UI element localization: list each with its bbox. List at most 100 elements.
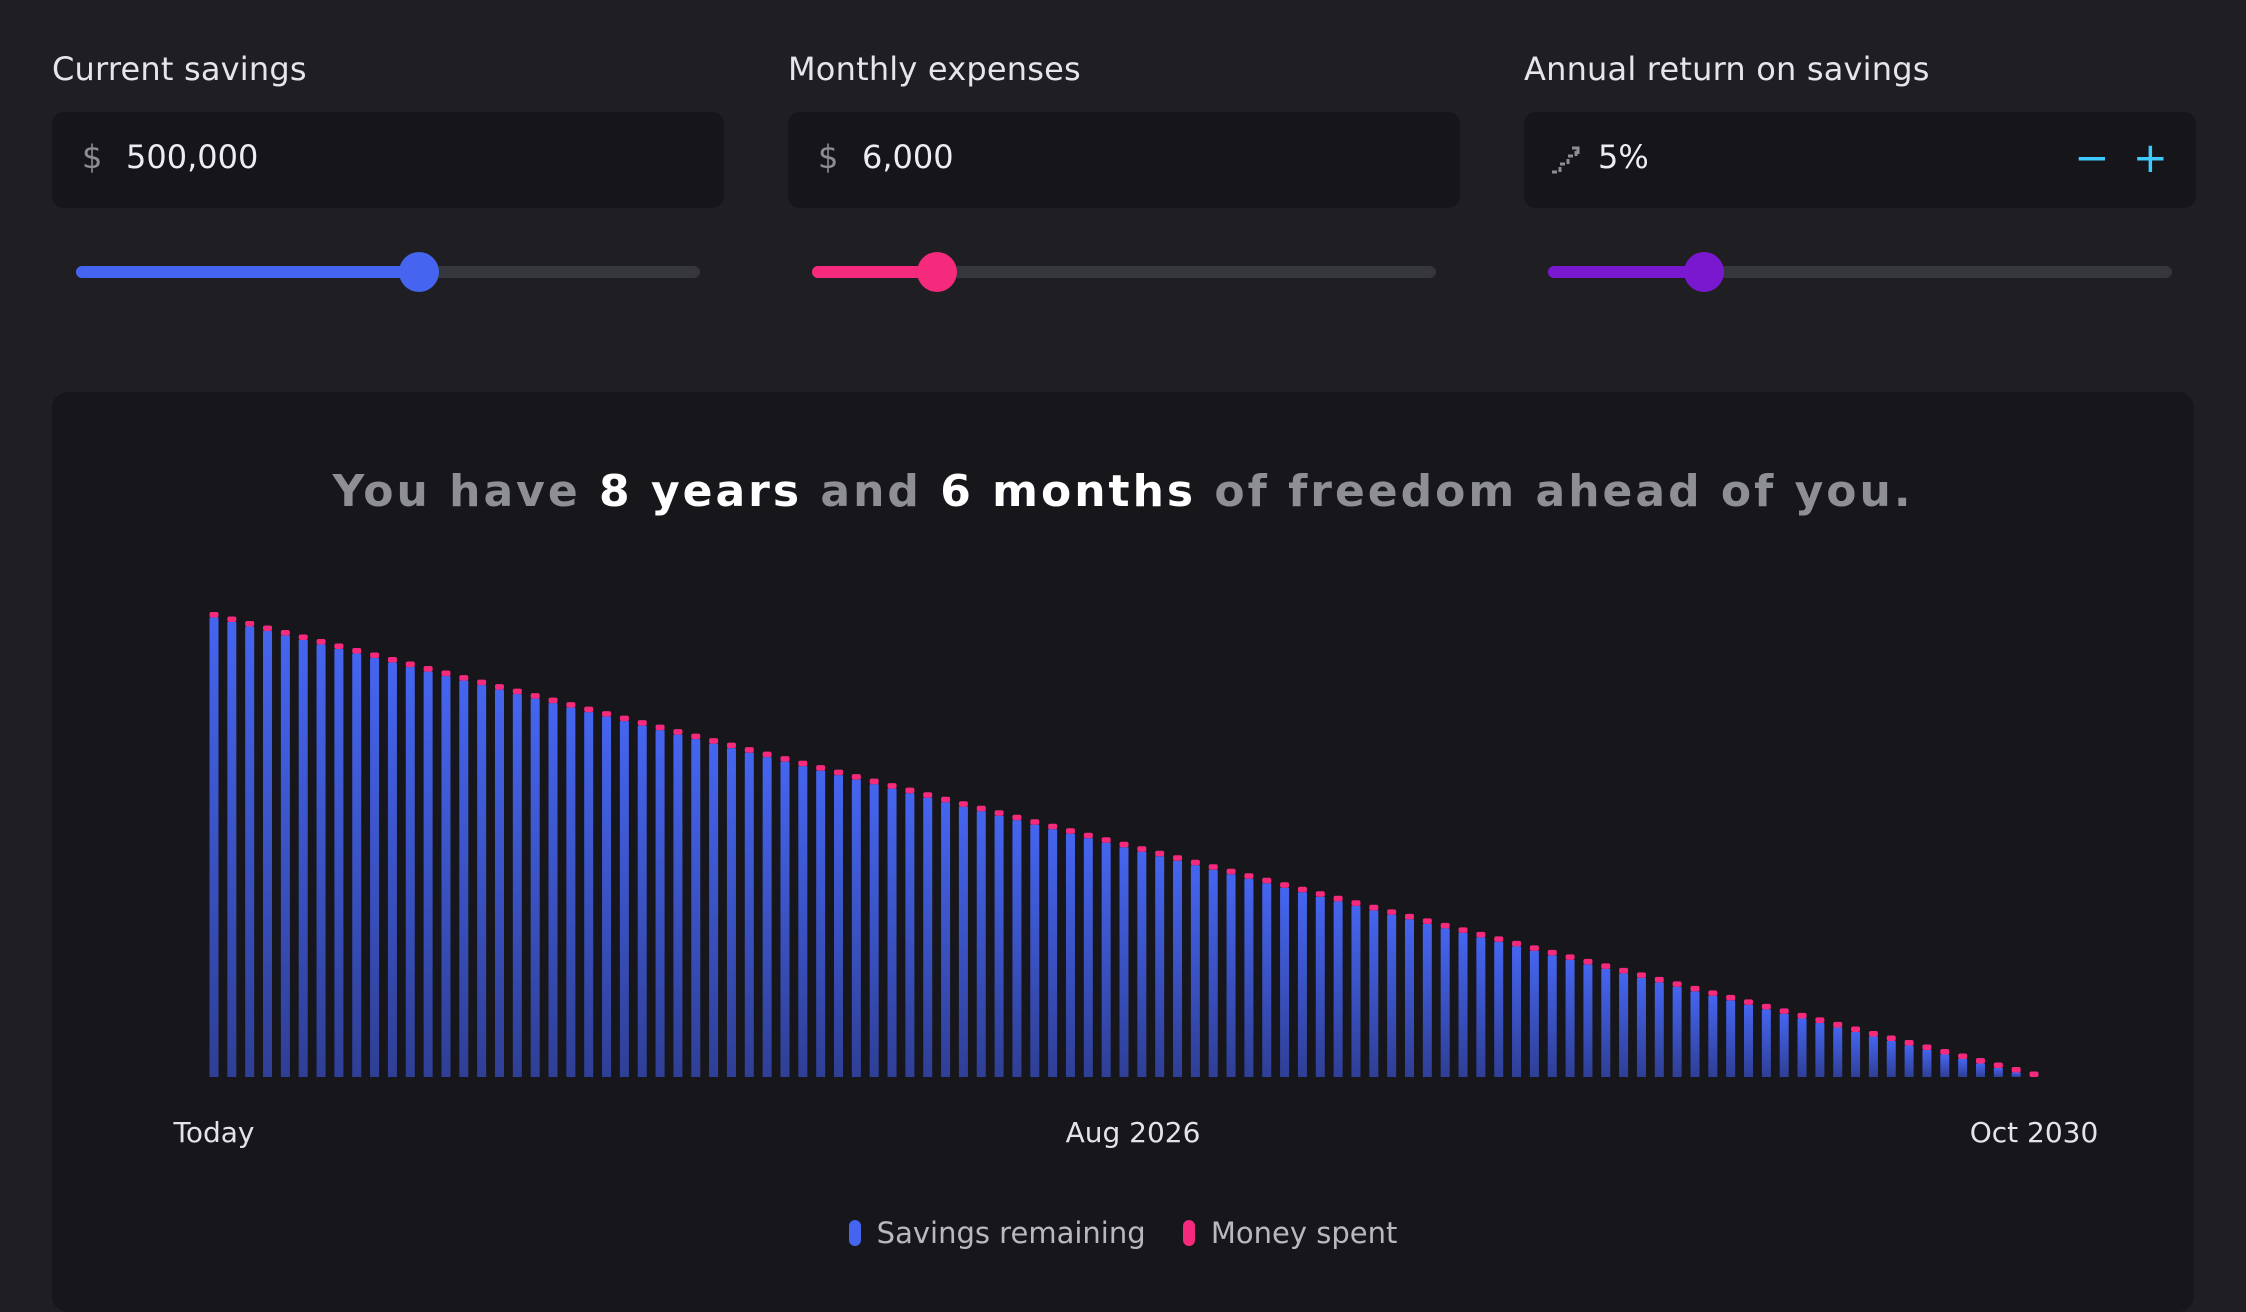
savings-remaining-bar [1262, 883, 1272, 1077]
savings-remaining-bar [316, 644, 326, 1077]
savings-remaining-bar [1315, 896, 1325, 1077]
headline-part-3: of freedom ahead of you. [1196, 466, 1914, 517]
x-tick-label: Oct 2030 [1970, 1116, 2099, 1149]
bar-29 [726, 742, 736, 1077]
bar-14 [459, 675, 469, 1077]
savings-remaining-bar [762, 757, 772, 1077]
money-spent-bar [798, 760, 808, 767]
expenses-value[interactable]: 6,000 [862, 138, 954, 176]
savings-remaining-bar [1422, 923, 1432, 1077]
expenses-slider-thumb[interactable] [916, 252, 957, 292]
money-spent-bar [1654, 976, 1664, 983]
money-spent-bar [1619, 967, 1629, 974]
bar-37 [869, 778, 879, 1077]
money-spent-bar [352, 648, 362, 654]
money-spent-bar [869, 778, 879, 785]
money-spent-bar [298, 634, 308, 641]
headline-years: 8 years [599, 466, 803, 517]
bar-99 [1975, 1057, 1985, 1077]
money-spent-bar [227, 616, 237, 623]
expenses-slider[interactable] [812, 252, 1436, 292]
bar-45 [1012, 814, 1022, 1077]
money-spent-bar [1244, 873, 1254, 879]
money-spent-bar [726, 742, 736, 749]
savings-remaining-bar [709, 743, 719, 1077]
savings-remaining-bar [209, 617, 219, 1077]
savings-input[interactable]: $ 500,000 [52, 112, 724, 208]
money-spent-bar [512, 688, 522, 695]
return-slider[interactable] [1548, 252, 2172, 292]
bar-18 [530, 693, 540, 1077]
bar-91 [1833, 1021, 1843, 1077]
return-label: Annual return on savings [1524, 50, 1930, 88]
return-value[interactable]: 5% [1598, 138, 1649, 176]
return-input[interactable]: 5% − + [1524, 112, 2196, 208]
bar-10 [387, 657, 397, 1077]
savings-remaining-bar [1065, 833, 1075, 1077]
savings-remaining-bar [1173, 860, 1183, 1077]
money-spent-bar [1012, 814, 1022, 821]
bar-81 [1654, 976, 1664, 1077]
savings-remaining-bar [1547, 955, 1557, 1077]
bar-100 [1993, 1062, 2003, 1077]
bar-21 [584, 706, 594, 1077]
bar-49 [1083, 832, 1093, 1077]
bar-6 [316, 639, 326, 1077]
money-spent-bar [1940, 1048, 1950, 1055]
money-spent-bar [280, 630, 290, 636]
money-spent-bar [387, 657, 397, 663]
bar-2 [245, 621, 255, 1077]
bar-63 [1333, 895, 1343, 1077]
money-spent-bar [1351, 900, 1361, 906]
bar-82 [1672, 981, 1682, 1077]
money-spent-bar [1547, 949, 1557, 956]
savings-remaining-bar [1851, 1031, 1861, 1077]
savings-remaining-bar [1369, 910, 1379, 1077]
bar-36 [851, 774, 861, 1077]
money-spent-bar [905, 787, 915, 794]
bar-60 [1280, 882, 1290, 1077]
savings-remaining-bar [387, 662, 397, 1077]
dollar-icon: $ [818, 138, 839, 176]
bar-25 [655, 724, 665, 1077]
savings-remaining-bar [1083, 838, 1093, 1077]
savings-remaining-bar [673, 734, 683, 1077]
money-spent-bar [744, 747, 754, 753]
money-spent-bar [941, 796, 951, 803]
legend-label-savings: Savings remaining [876, 1216, 1146, 1250]
bar-58 [1244, 873, 1254, 1077]
money-spent-bar [709, 738, 719, 744]
bar-56 [1208, 864, 1218, 1077]
savings-value[interactable]: 500,000 [126, 138, 259, 176]
expenses-input[interactable]: $ 6,000 [788, 112, 1460, 208]
money-spent-bar [494, 684, 504, 690]
savings-slider-thumb[interactable] [399, 252, 440, 292]
money-spent-bar [1958, 1053, 1968, 1059]
money-spent-bar [423, 666, 433, 672]
savings-slider[interactable] [76, 252, 700, 292]
minus-icon[interactable]: − [2074, 133, 2110, 182]
savings-remaining-bar [1583, 964, 1593, 1077]
savings-remaining-bar [1726, 1000, 1736, 1077]
money-spent-bar [1333, 895, 1343, 902]
bar-83 [1690, 985, 1700, 1077]
return-slider-thumb[interactable] [1684, 252, 1724, 292]
bar-64 [1351, 900, 1361, 1077]
savings-remaining-bar [280, 635, 290, 1077]
headline-part-2: and [802, 466, 941, 517]
savings-remaining-bar [1868, 1036, 1878, 1077]
money-spent-bar [530, 693, 540, 699]
bar-70 [1458, 927, 1468, 1077]
savings-remaining-bar [869, 784, 879, 1077]
bar-74 [1529, 945, 1539, 1077]
plus-icon[interactable]: + [2132, 133, 2168, 182]
money-spent-bar [923, 792, 933, 798]
money-spent-bar [316, 639, 326, 645]
savings-remaining-bar [245, 626, 255, 1077]
savings-remaining-bar [1690, 991, 1700, 1077]
money-spent-bar [1815, 1017, 1825, 1023]
savings-remaining-bar [441, 676, 451, 1077]
money-spent-bar [1726, 994, 1736, 1001]
stairs-icon [1552, 146, 1580, 174]
